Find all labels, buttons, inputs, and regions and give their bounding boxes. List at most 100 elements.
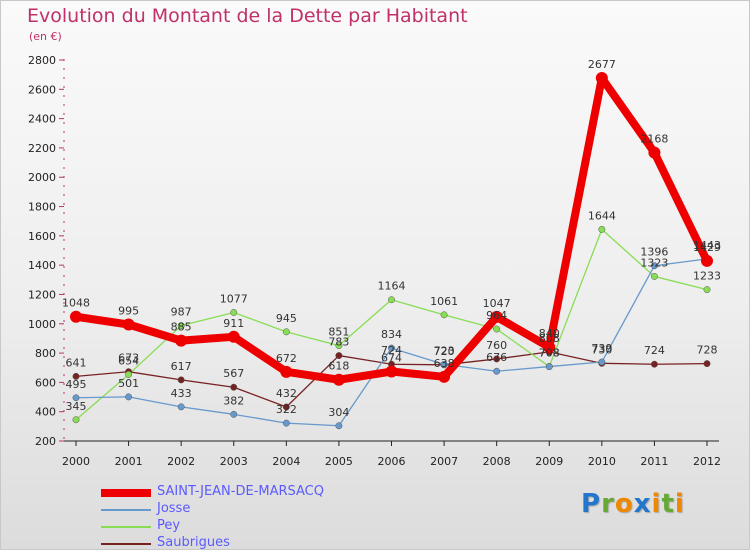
series-point xyxy=(72,416,80,424)
series-point xyxy=(230,410,238,418)
data-label: 834 xyxy=(381,328,402,341)
series-point xyxy=(335,342,343,350)
series-point xyxy=(280,365,293,378)
series-point xyxy=(72,372,80,380)
y-tick-label: 2000 xyxy=(28,171,56,184)
data-label: 432 xyxy=(276,387,297,400)
series-point xyxy=(648,146,661,159)
series-point xyxy=(650,262,658,270)
data-label: 672 xyxy=(276,352,297,365)
series-point xyxy=(388,344,395,352)
data-label: 1429 xyxy=(693,241,721,254)
logo-letter: i xyxy=(651,489,662,519)
logo-letter: r xyxy=(601,489,615,519)
data-label: 723 xyxy=(434,344,455,357)
series-point xyxy=(230,383,238,391)
data-label: 851 xyxy=(328,326,349,339)
series-point xyxy=(335,352,343,360)
data-label: 618 xyxy=(328,360,349,373)
y-tick-label: 1200 xyxy=(28,288,56,301)
data-label: 617 xyxy=(171,360,192,373)
x-tick-label: 2012 xyxy=(693,455,721,468)
legend-label: Josse xyxy=(157,501,191,516)
legend-swatch xyxy=(101,509,151,511)
series-point xyxy=(122,318,135,331)
y-tick-label: 1000 xyxy=(28,318,56,331)
data-label: 501 xyxy=(118,377,139,390)
y-tick-label: 600 xyxy=(35,376,56,389)
series-point xyxy=(650,360,658,368)
series-point xyxy=(388,296,395,304)
data-label: 1443 xyxy=(693,239,721,252)
legend-label: Pey xyxy=(157,518,181,533)
x-tick-label: 2008 xyxy=(483,455,511,468)
data-label: 911 xyxy=(223,317,244,330)
y-tick-label: 1600 xyxy=(28,230,56,243)
data-label: 995 xyxy=(118,305,139,318)
series-point xyxy=(177,403,185,411)
y-tick-label: 800 xyxy=(35,347,56,360)
data-label: 708 xyxy=(539,347,560,360)
series-point xyxy=(335,422,343,430)
series-point xyxy=(703,360,711,368)
data-label: 1396 xyxy=(640,246,668,259)
x-tick-label: 2004 xyxy=(272,455,300,468)
legend-swatch xyxy=(101,526,151,528)
series-point xyxy=(70,310,82,323)
y-tick-label: 2200 xyxy=(28,142,56,155)
data-label: 1233 xyxy=(693,270,721,283)
series-point xyxy=(175,334,188,347)
series-point xyxy=(703,286,711,294)
series-point xyxy=(543,341,556,354)
series-point xyxy=(440,311,448,319)
logo-letter: x xyxy=(633,489,652,519)
x-tick-label: 2005 xyxy=(325,455,353,468)
data-label: 2677 xyxy=(588,58,616,71)
series-point xyxy=(545,363,553,371)
data-label: 1061 xyxy=(430,295,458,308)
legend-label: SAINT-JEAN-DE-MARSACQ xyxy=(157,484,324,499)
data-label: 676 xyxy=(486,351,507,364)
logo-letter: P xyxy=(581,489,602,519)
data-label: 964 xyxy=(486,309,507,322)
data-label: 345 xyxy=(66,400,87,413)
series-point xyxy=(125,393,133,401)
data-label: 322 xyxy=(276,403,297,416)
series-point xyxy=(493,367,501,375)
series-point xyxy=(493,355,501,363)
x-tick-label: 2002 xyxy=(167,455,195,468)
x-tick-label: 2003 xyxy=(220,455,248,468)
y-tick-label: 1800 xyxy=(28,201,56,214)
data-label: 638 xyxy=(434,357,455,370)
data-label: 724 xyxy=(381,344,402,357)
data-label: 2168 xyxy=(640,133,668,146)
legend-swatch xyxy=(101,489,151,497)
x-tick-label: 2009 xyxy=(535,455,563,468)
series-point xyxy=(332,373,345,386)
series-point xyxy=(595,72,608,85)
data-label: 1047 xyxy=(483,297,511,310)
proxiti-logo: Proxiti xyxy=(581,489,685,519)
chart-title: Evolution du Montant de la Dette par Hab… xyxy=(27,5,468,27)
series-point xyxy=(385,365,398,378)
data-label: 495 xyxy=(66,378,87,391)
series-point xyxy=(493,325,501,333)
data-label: 783 xyxy=(328,336,349,349)
x-tick-label: 2007 xyxy=(430,455,458,468)
series-point xyxy=(177,376,185,384)
data-label: 720 xyxy=(434,345,455,358)
legend-swatch xyxy=(101,543,151,545)
series-point xyxy=(440,360,448,368)
series-point xyxy=(125,371,133,378)
y-tick-label: 1400 xyxy=(28,259,56,272)
series-point xyxy=(177,322,185,330)
data-label: 708 xyxy=(539,347,560,360)
data-label: 808 xyxy=(539,332,560,345)
data-label: 304 xyxy=(328,406,349,419)
data-label: 567 xyxy=(223,367,244,380)
data-label: 641 xyxy=(66,356,87,369)
chart-subtitle: (en €) xyxy=(29,30,62,43)
legend-label: Saubrigues xyxy=(157,535,230,550)
y-tick-label: 2800 xyxy=(28,54,56,67)
